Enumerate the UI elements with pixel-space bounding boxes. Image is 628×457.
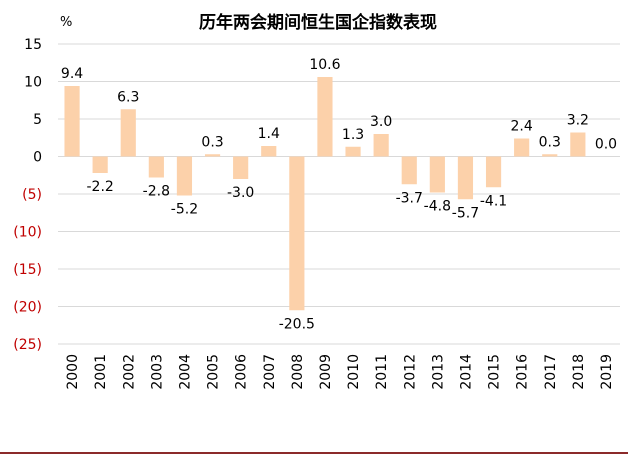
y-tick-label: (10) [13,225,42,241]
value-labels: 9.4 -2.2 6.3 -2.8-5.2 0.3 -3.0 1.4 -20.5 10.6 1.3… [61,57,617,332]
x-tick-label: 2000 [65,354,81,390]
x-tick-label: 2005 [206,354,222,390]
y-tick-label: (5) [22,187,42,203]
x-tick-label: 2012 [402,354,418,390]
bar [176,156,193,196]
bar-value-label: 10.6 [309,57,340,73]
bar [401,156,417,185]
bar-value-label: -3.0 [227,185,254,201]
x-tick-label: 2001 [93,354,109,390]
x-tick-label: 2007 [262,354,278,390]
x-tick-label: 2006 [234,354,250,390]
bar [317,77,333,157]
bar-value-label: 1.3 [342,127,364,143]
bar [345,146,361,157]
bar-value-label: -5.2 [171,202,198,218]
bar [233,156,249,179]
y-tick-label: 15 [24,37,42,53]
bar-value-label: 6.3 [117,89,139,105]
x-tick-label: 2009 [318,354,334,390]
x-tick-label: 2016 [515,354,531,390]
bar-value-label: -4.1 [480,193,507,209]
x-tick-label: 2017 [543,354,559,390]
x-tick-label: 2010 [346,354,362,390]
bar-value-label: -4.8 [424,199,451,215]
bar [92,156,108,173]
bar-value-label: -20.5 [279,316,315,332]
x-tick-label: 2011 [374,354,390,390]
bar [120,109,136,157]
y-unit-label: % [60,15,72,30]
bar-value-label: 3.0 [370,114,392,130]
bar-value-label: 2.4 [511,119,533,135]
y-tick-label: 5 [33,112,42,128]
bar [261,146,277,157]
bar [204,154,221,157]
bar-value-label: 0.3 [539,134,561,150]
bar-value-label: 0.0 [595,137,617,153]
bars [64,77,586,311]
x-tick-label: 2015 [487,354,503,390]
bar [514,138,530,157]
bar [373,134,389,157]
bar [289,156,305,311]
bar [457,156,474,200]
bar-value-label: -2.2 [86,179,113,195]
x-tick-label: 2014 [458,354,474,390]
bar-value-label: 3.2 [567,113,589,129]
x-tick-label: 2008 [290,354,306,390]
y-tick-label: 10 [24,75,42,91]
bar [542,154,558,157]
bar [148,156,164,178]
y-tick-label: 0 [33,150,42,166]
chart-title: 历年两会期间恒生国企指数表现 [199,12,437,33]
x-axis: 2000 2001 2002 2003 2004 2005 2006 2007 2008 2009… [65,354,615,390]
y-tick-label: (20) [13,300,42,316]
x-tick-label: 2019 [599,354,615,390]
y-tick-label: (15) [13,262,42,278]
bar-value-label: -5.7 [452,205,479,221]
y-axis: 15 10 5 0 (5) (10) (15) (20) (25) [13,37,42,353]
x-tick-label: 2018 [571,354,587,390]
bar-value-label: -2.8 [143,184,170,200]
bottom-rule [0,452,628,454]
bar-value-label: 0.3 [201,134,223,150]
bar-value-label: -3.7 [396,190,423,206]
bar-value-label: 9.4 [61,66,83,82]
bar [64,86,80,157]
x-tick-label: 2004 [177,354,193,390]
x-tick-label: 2002 [121,354,137,390]
bar [570,132,586,157]
x-tick-label: 2003 [149,354,165,390]
bar-value-label: 1.4 [258,126,280,142]
x-tick-label: 2013 [430,354,446,390]
y-tick-label: (25) [13,337,42,353]
bar [429,156,445,193]
bar [485,156,502,188]
